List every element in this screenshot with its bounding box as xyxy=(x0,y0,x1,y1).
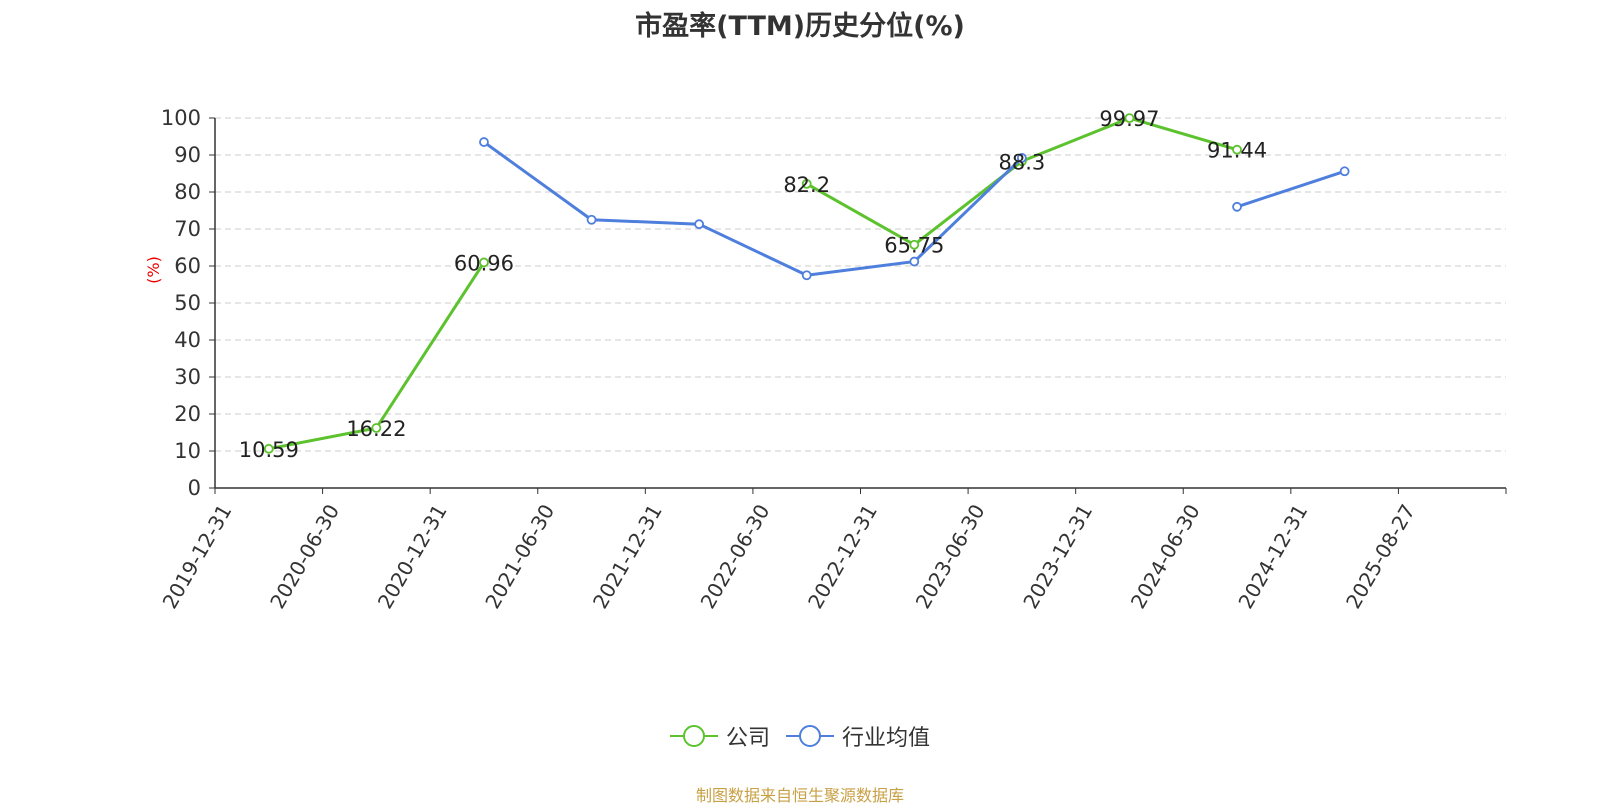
x-tick-label: 2021-06-30 xyxy=(480,500,559,613)
x-tick-label: 2025-08-27 xyxy=(1341,500,1420,613)
data-point xyxy=(909,239,920,250)
series-1 xyxy=(263,113,1242,454)
data-point xyxy=(263,443,274,454)
data-point xyxy=(479,257,489,268)
data-label: 82.2 xyxy=(783,173,830,197)
legend-item[interactable]: 行业均值 xyxy=(786,720,930,752)
legend-label: 公司 xyxy=(725,726,770,751)
legend-item[interactable]: 公司 xyxy=(669,720,770,752)
data-label: 88.3 xyxy=(998,150,1045,174)
x-tick-label: 2024-06-30 xyxy=(1126,500,1205,613)
x-tick-label: 2020-06-30 xyxy=(265,500,344,613)
y-tick-label: 100 xyxy=(161,106,201,130)
x-tick-label: 2019-12-31 xyxy=(158,500,237,613)
data-point xyxy=(801,270,812,281)
y-tick-label: 60 xyxy=(174,254,201,278)
y-tick-label: 40 xyxy=(174,328,201,352)
x-tick-label: 2022-12-31 xyxy=(803,500,882,613)
data-point xyxy=(1016,153,1027,163)
data-labels: 10.59 16.22 60.96 82.2 65.75 88.3 99.97 91.44 xyxy=(239,107,1267,462)
y-tick-label: 0 xyxy=(188,476,201,500)
chart-title: 市盈率(TTM)历史分位(%) xyxy=(635,11,965,42)
y-tick-label: 50 xyxy=(174,291,201,315)
data-label: 91.44 xyxy=(1207,139,1267,163)
y-tick-label: 30 xyxy=(174,365,201,389)
series-line xyxy=(1236,169,1346,209)
x-tick-label: 2024-12-31 xyxy=(1233,500,1312,613)
series-line xyxy=(805,116,1238,247)
y-tick-label: 10 xyxy=(174,439,201,463)
data-point xyxy=(801,178,812,189)
y-tick-label: 80 xyxy=(174,180,201,204)
grid-lines xyxy=(215,117,1506,452)
data-point xyxy=(694,219,705,230)
legend-marker-icon xyxy=(669,725,718,747)
y-tick-label: 20 xyxy=(174,402,201,426)
data-point xyxy=(1232,144,1242,155)
data-label: 60.96 xyxy=(454,251,514,275)
legend-marker-icon xyxy=(786,725,834,747)
data-point xyxy=(1339,166,1350,177)
data-point xyxy=(909,256,920,267)
series-line xyxy=(483,140,1023,277)
source-note: 制图数据来自恒生聚源数据库 xyxy=(695,786,904,805)
series-2 xyxy=(479,137,1350,281)
series xyxy=(263,113,1350,454)
y-tick-label: 90 xyxy=(174,143,201,167)
x-tick-label: 2020-12-31 xyxy=(373,500,452,613)
data-point xyxy=(586,214,597,225)
data-point xyxy=(1232,201,1242,212)
legend-label: 行业均值 xyxy=(842,726,931,751)
x-tick-label: 2022-06-30 xyxy=(696,500,775,613)
x-tick-label: 2023-12-31 xyxy=(1018,500,1097,613)
data-label: 16.22 xyxy=(346,417,406,441)
data-point xyxy=(1124,113,1135,124)
data-point xyxy=(479,137,489,147)
data-label: 99.97 xyxy=(1099,107,1159,131)
x-tick-label: 2021-12-31 xyxy=(588,500,667,613)
data-label: 65.75 xyxy=(884,234,944,258)
y-tick-label: 70 xyxy=(174,217,201,241)
data-point xyxy=(371,423,382,433)
x-tick-label: 2023-06-30 xyxy=(911,500,990,613)
data-label: 10.59 xyxy=(239,438,299,462)
legend: 公司 行业均值 xyxy=(0,720,1600,754)
y-axis-label: (%) xyxy=(144,256,163,284)
